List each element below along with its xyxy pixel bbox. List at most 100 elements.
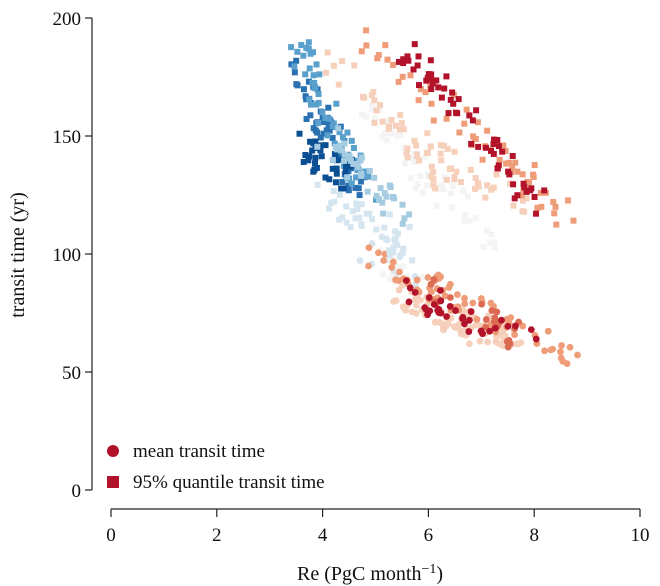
quantile-point [400, 56, 407, 63]
mean-point [541, 347, 549, 355]
quantile-point [310, 125, 317, 132]
quantile-point [293, 57, 300, 64]
quantile-point [324, 49, 331, 56]
mean-point [527, 326, 535, 334]
quantile-point [412, 185, 419, 192]
quantile-point [329, 165, 336, 172]
quantile-point [534, 204, 541, 211]
quantile-point [383, 193, 390, 200]
x-tick-label: 4 [318, 525, 328, 546]
quantile-point [320, 130, 327, 137]
quantile-point [308, 101, 315, 108]
quantile-point [348, 137, 355, 144]
quantile-point [363, 113, 370, 120]
quantile-point [463, 106, 470, 113]
quantile-point [448, 204, 455, 211]
quantile-point [386, 247, 393, 254]
x-tick-label: 10 [631, 525, 650, 546]
quantile-point [466, 217, 473, 224]
legend-circle-marker [107, 445, 119, 457]
mean-point [544, 327, 552, 335]
quantile-point [363, 42, 370, 49]
quantile-point [527, 187, 534, 194]
quantile-point [358, 201, 365, 208]
mean-point [461, 294, 468, 302]
quantile-point [541, 187, 548, 194]
mean-point [411, 296, 419, 303]
quantile-point [475, 183, 482, 190]
mean-point [476, 337, 484, 345]
quantile-point [363, 27, 370, 34]
quantile-point [423, 77, 430, 84]
mean-point [375, 249, 382, 257]
mean-point [498, 316, 505, 324]
quantile-point [354, 161, 361, 168]
quantile-point [398, 119, 405, 126]
quantile-point [354, 164, 361, 171]
quantile-point [521, 184, 528, 191]
quantile-point [417, 86, 424, 93]
quantile-point [472, 175, 479, 182]
mean-point [425, 294, 433, 301]
mean-point [473, 315, 481, 323]
quantile-point [425, 71, 432, 78]
quantile-point [435, 186, 442, 193]
quantile-point [432, 185, 439, 192]
mean-point [457, 327, 464, 335]
quantile-point [361, 94, 368, 101]
quantile-point [533, 210, 540, 217]
quantile-point [488, 147, 495, 154]
quantile-point [502, 147, 509, 154]
quantile-point [338, 147, 345, 154]
quantile-point [473, 107, 480, 114]
mean-point [493, 308, 501, 316]
quantile-point [313, 61, 320, 68]
quantile-point [339, 214, 346, 221]
mean-point [424, 311, 431, 319]
mean-point [431, 318, 439, 326]
quantile-point [369, 106, 376, 113]
quantile-point [468, 140, 475, 147]
quantile-point [509, 163, 516, 170]
quantile-point [491, 244, 498, 251]
quantile-point [383, 137, 390, 144]
quantile-point [413, 153, 420, 160]
quantile-point [356, 214, 363, 221]
quantile-point [311, 166, 318, 173]
quantile-point [332, 179, 339, 186]
quantile-point [355, 185, 362, 192]
quantile-point [358, 222, 365, 229]
quantile-point [345, 182, 352, 189]
quantile-point [552, 203, 559, 210]
mean-point [549, 345, 557, 353]
quantile-point [445, 110, 452, 117]
mean-point [491, 317, 499, 324]
quantile-point [551, 210, 558, 217]
quantile-point [493, 171, 500, 178]
mean-point [446, 280, 454, 288]
quantile-point [342, 151, 349, 158]
quantile-point [424, 130, 431, 137]
quantile-point [449, 183, 456, 190]
x-tick-label: 2 [212, 525, 222, 546]
mean-point [455, 320, 463, 328]
quantile-point [339, 134, 346, 141]
quantile-point [296, 130, 303, 137]
mean-point [461, 320, 468, 328]
quantile-point [430, 169, 437, 176]
quantile-point [395, 230, 402, 237]
quantile-point [340, 185, 347, 192]
y-tick-label: 50 [62, 363, 81, 384]
quantile-point [447, 190, 454, 197]
quantile-point [362, 168, 369, 175]
quantile-point [379, 118, 386, 125]
quantile-point [315, 91, 322, 98]
x-tick-label: 6 [424, 525, 434, 546]
legend-square-marker [107, 476, 119, 488]
quantile-point [394, 241, 401, 248]
quantile-point [494, 165, 501, 172]
quantile-point [366, 167, 373, 174]
quantile-point [329, 134, 336, 141]
mean-point [512, 322, 519, 330]
quantile-point [358, 111, 365, 118]
